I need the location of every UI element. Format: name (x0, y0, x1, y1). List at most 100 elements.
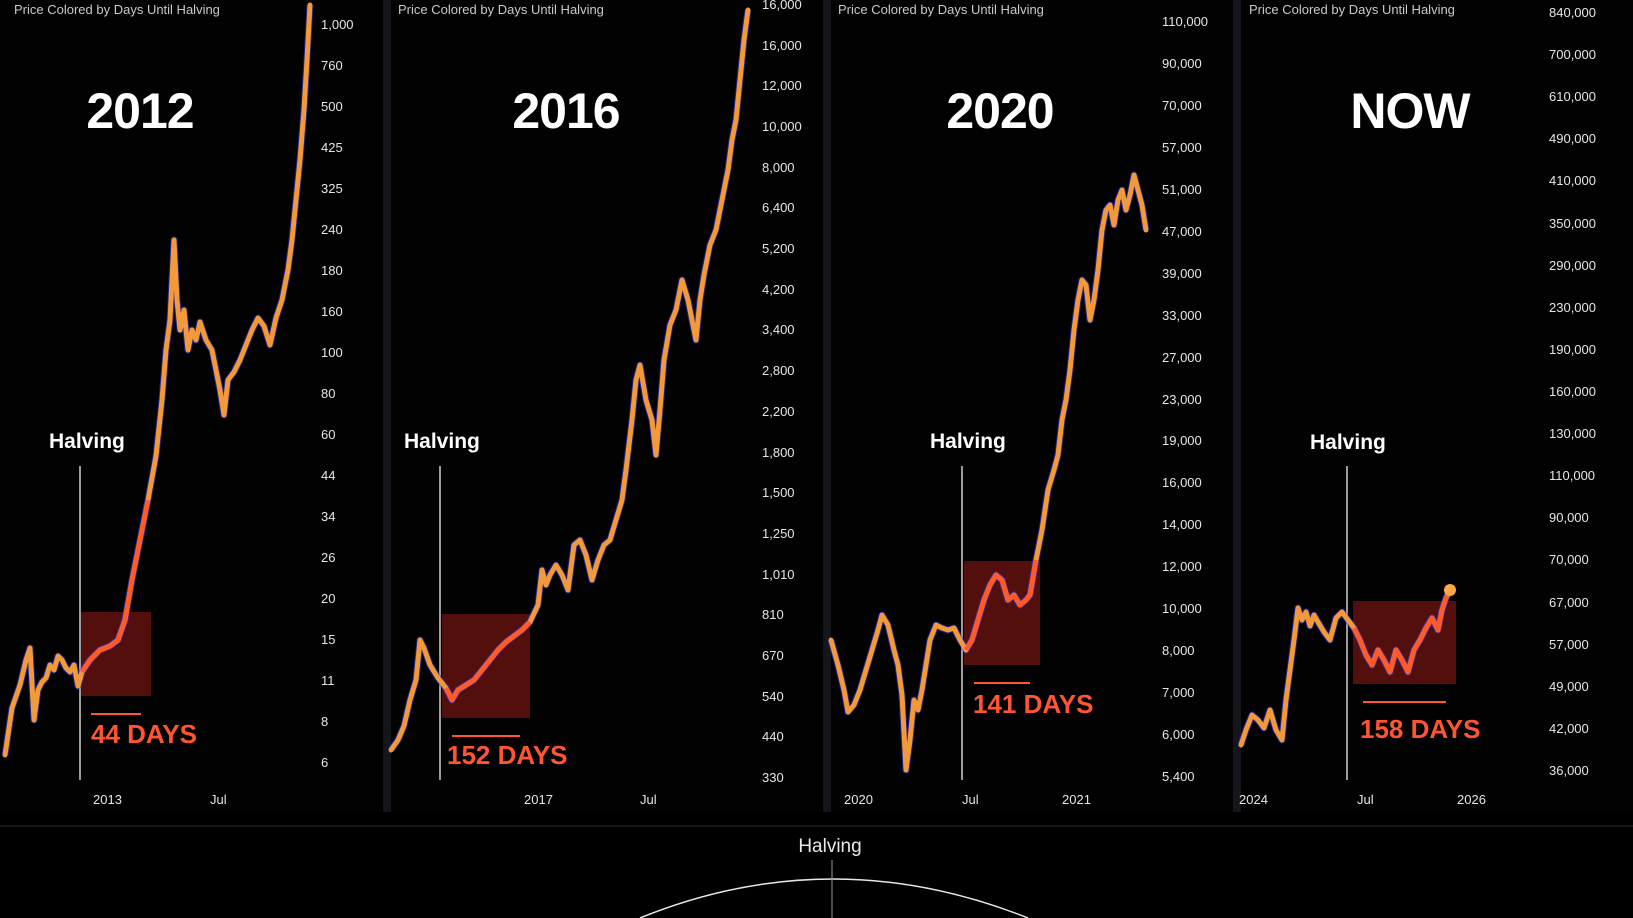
y-tick-label: 33,000 (1162, 307, 1202, 323)
y-tick-label: 8,000 (762, 159, 795, 175)
x-tick-label: 2017 (524, 792, 553, 807)
y-tick-label: 60 (321, 427, 336, 442)
y-tick-label: 19,000 (1162, 433, 1202, 449)
price-line (828, 172, 1149, 773)
y-tick-label: 49,000 (1549, 678, 1589, 694)
y-tick-label: 1,010 (762, 566, 795, 582)
y-tick-label: 410,000 (1549, 173, 1596, 189)
y-tick-label: 1,500 (762, 485, 795, 501)
y-tick-label: 16,000 (1162, 475, 1202, 491)
y-tick-label: 670 (762, 647, 784, 663)
y-tick-label: 70,000 (1549, 552, 1589, 568)
y-tick-label: 11 (321, 673, 335, 688)
y-tick-label: 10,000 (762, 119, 802, 135)
y-tick-label: 290,000 (1549, 257, 1596, 273)
y-tick-label: 190,000 (1549, 341, 1596, 357)
y-tick-label: 840,000 (1549, 5, 1596, 20)
y-tick-label: 240 (321, 222, 343, 237)
y-tick-label: 39,000 (1162, 265, 1202, 281)
y-tick-label: 1,000 (321, 17, 354, 32)
days-until-label: 44 DAYS (91, 719, 197, 749)
y-tick-label: 42,000 (1549, 720, 1589, 736)
y-tick-label: 1,800 (762, 444, 795, 460)
panel-year-label: 2016 (512, 83, 620, 139)
panel-divider (383, 0, 391, 812)
price-line-highlight (1351, 588, 1453, 675)
y-tick-label: 12,000 (1162, 559, 1202, 575)
y-tick-label: 47,000 (1162, 223, 1202, 239)
latest-price-dot (1444, 584, 1456, 596)
y-tick-label: 130,000 (1549, 426, 1596, 442)
y-tick-label: 110,000 (1549, 468, 1596, 484)
y-tick-label: 1,250 (762, 525, 795, 541)
x-tick-label: Jul (640, 792, 657, 807)
x-tick-label: 2024 (1239, 792, 1268, 807)
y-tick-label: 6,400 (762, 200, 795, 216)
panel-divider (1233, 0, 1241, 812)
panel-2012 (0, 0, 383, 812)
y-tick-label: 100 (321, 345, 343, 360)
y-tick-label: 70,000 (1162, 97, 1202, 113)
halving-label: Halving (49, 430, 125, 453)
y-tick-label: 67,000 (1549, 594, 1589, 610)
y-tick-label: 4,200 (762, 281, 795, 297)
y-tick-label: 425 (321, 140, 343, 155)
y-tick-label: 5,400 (1162, 769, 1195, 784)
x-tick-label: 2013 (93, 792, 122, 807)
y-tick-label: 12,000 (762, 78, 802, 94)
y-tick-label: 330 (762, 770, 784, 785)
y-tick-label: 57,000 (1162, 139, 1202, 155)
y-tick-label: 325 (321, 181, 343, 196)
y-tick-label: 20 (321, 591, 336, 606)
price-line (2, 2, 313, 758)
y-tick-label: 8,000 (1162, 643, 1195, 659)
y-tick-label: 350,000 (1549, 215, 1596, 231)
y-tick-label: 16,000 (762, 0, 802, 12)
y-tick-label: 90,000 (1549, 510, 1589, 526)
y-tick-label: 27,000 (1162, 349, 1202, 365)
y-tick-label: 540 (762, 688, 784, 704)
y-tick-label: 700,000 (1549, 47, 1596, 63)
y-tick-label: 110,000 (1162, 14, 1209, 29)
x-tick-label: 2021 (1062, 792, 1091, 807)
halving-label: Halving (930, 430, 1006, 453)
panel-year-label: 2020 (946, 83, 1054, 139)
y-tick-label: 23,000 (1162, 391, 1202, 407)
y-tick-label: 160 (321, 304, 343, 319)
y-tick-label: 5,200 (762, 241, 795, 257)
y-tick-label: 7,000 (1162, 685, 1195, 701)
y-tick-label: 90,000 (1162, 55, 1202, 71)
y-tick-label: 810 (762, 607, 784, 623)
y-tick-label: 34 (321, 509, 336, 524)
bottom-arc (639, 878, 1029, 918)
y-tick-label: 160,000 (1549, 384, 1596, 399)
price-line-highlight (79, 499, 151, 674)
y-tick-label: 8 (321, 714, 329, 729)
bottom-halving-label: Halving (798, 836, 862, 857)
y-tick-label: 180 (321, 263, 343, 278)
days-until-label: 141 DAYS (973, 689, 1094, 719)
panel-year-label: NOW (1350, 83, 1470, 139)
y-tick-label: 440 (762, 729, 784, 745)
chart-title: Price Colored by Days Until Halving (14, 2, 220, 17)
y-tick-label: 500 (321, 99, 343, 114)
y-tick-label: 10,000 (1162, 601, 1202, 617)
y-tick-label: 36,000 (1549, 763, 1589, 778)
x-tick-label: Jul (962, 792, 979, 807)
panel-divider (823, 0, 831, 812)
x-tick-label: 2026 (1457, 792, 1486, 807)
x-tick-label: Jul (210, 792, 227, 807)
price-line-highlight (443, 620, 532, 703)
y-tick-label: 26 (321, 550, 336, 565)
y-tick-label: 6,000 (1162, 727, 1195, 743)
y-tick-label: 80 (321, 386, 336, 401)
y-tick-label: 2,200 (762, 403, 795, 419)
y-tick-label: 6 (321, 755, 329, 770)
y-tick-label: 610,000 (1549, 89, 1596, 105)
y-tick-label: 230,000 (1549, 299, 1596, 315)
chart-title: Price Colored by Days Until Halving (398, 2, 604, 17)
x-tick-label: Jul (1357, 792, 1374, 807)
days-until-label: 152 DAYS (447, 740, 568, 770)
y-tick-label: 51,000 (1162, 181, 1202, 197)
